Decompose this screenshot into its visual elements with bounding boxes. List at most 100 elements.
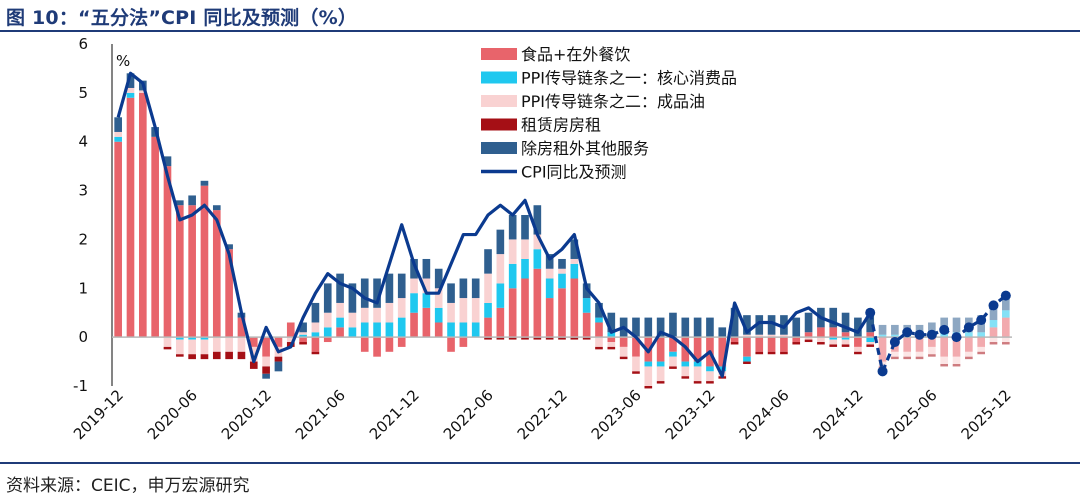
bar-segment xyxy=(397,298,406,318)
bar-segment xyxy=(669,351,677,357)
bar-segment xyxy=(114,117,122,132)
bar-segment xyxy=(595,346,603,350)
bar-segment xyxy=(656,366,665,382)
x-axis-labels: 2019-12 2020-06 2020-12 2021-06 2021-12 2022-… xyxy=(70,386,1015,443)
bar-segment xyxy=(989,320,998,328)
bar-segment xyxy=(447,322,455,338)
bar-segment xyxy=(225,351,233,360)
bar-segment xyxy=(410,258,418,279)
bar-segment xyxy=(595,317,603,323)
bar-segment xyxy=(533,337,542,340)
bar-segment xyxy=(693,337,702,362)
bar-segment xyxy=(397,337,406,347)
cpi-forecast-point xyxy=(914,329,925,340)
bar-segment xyxy=(422,293,431,308)
bar-segment xyxy=(521,278,529,338)
bar-segment xyxy=(200,180,209,186)
x-tick-label: 2020-12 xyxy=(218,386,275,443)
bar-segment xyxy=(656,361,665,367)
bar-segment xyxy=(373,322,381,338)
bar-segment xyxy=(792,342,801,345)
bar-segment xyxy=(274,356,283,362)
bar-segment xyxy=(484,317,492,338)
bar-segment xyxy=(360,337,369,352)
bar-segment xyxy=(151,136,159,338)
bar-segment xyxy=(299,332,307,335)
bar-segment xyxy=(175,200,184,206)
bar-segment xyxy=(989,302,998,321)
x-tick-label: 2023-06 xyxy=(588,386,645,443)
bar-segment xyxy=(582,298,591,313)
bar-segment xyxy=(484,249,492,274)
bar-segment xyxy=(607,342,616,347)
bar-segment xyxy=(706,371,714,382)
cpi-line-actual xyxy=(116,71,872,378)
bar-segment xyxy=(829,307,838,328)
bar-segment xyxy=(139,92,147,338)
bar-segment xyxy=(373,337,381,357)
chart-title: 图 10：“五分法”CPI 同比及预测（%） xyxy=(6,7,358,29)
bar-segment xyxy=(718,327,727,338)
bar-segment xyxy=(989,342,998,345)
bar-segment xyxy=(632,337,640,357)
bar-segment xyxy=(755,334,764,338)
y-axis-layer: -1 0 1 2 3 4 5 6% xyxy=(73,35,130,395)
bar-segment xyxy=(323,312,332,328)
bar-segment xyxy=(188,339,196,355)
bar-segment xyxy=(940,364,949,367)
cpi-forecast-point xyxy=(926,329,937,340)
bar-segment xyxy=(681,317,690,338)
bar-segment xyxy=(397,273,406,299)
bar-segment xyxy=(373,307,381,323)
bar-segment xyxy=(780,334,788,338)
bar-segment xyxy=(348,312,357,328)
bar-segment xyxy=(299,322,307,333)
bar-segment xyxy=(915,337,924,352)
bar-segment xyxy=(558,258,566,269)
bar-segment xyxy=(841,312,850,333)
bar-segment xyxy=(570,258,579,264)
bar-segment xyxy=(558,273,566,289)
bar-segment xyxy=(558,288,566,338)
bar-segment xyxy=(434,268,443,289)
bar-segment xyxy=(928,354,936,357)
cpi-forecast-point xyxy=(939,324,950,335)
bar-segment xyxy=(200,337,209,340)
bar-segment xyxy=(940,337,949,357)
bar-segment xyxy=(804,312,813,333)
bar-segment xyxy=(940,356,949,365)
bar-segment xyxy=(126,87,135,93)
bar-segment xyxy=(595,302,603,318)
bar-segment xyxy=(804,332,813,338)
bar-segment xyxy=(410,293,418,313)
y-tick-label: 5 xyxy=(78,84,88,102)
bar-segment xyxy=(311,351,320,355)
legend-label: 食品+在外餐饮 xyxy=(521,45,630,64)
bar-segment xyxy=(471,322,480,338)
bar-segment xyxy=(545,337,554,340)
bar-segment xyxy=(866,332,875,338)
bar-segment xyxy=(730,337,739,343)
legend: 食品+在外餐饮 PPI传导链条之一：核心消费品 PPI传导链条之二：成品油租赁房房租… xyxy=(481,45,737,182)
bar-segment xyxy=(311,322,320,333)
bar-segment xyxy=(188,195,196,206)
bar-segment xyxy=(755,315,764,335)
bar-segment xyxy=(644,366,653,386)
bar-segment xyxy=(977,346,985,352)
bar-segment xyxy=(693,317,702,338)
bar-segment xyxy=(200,339,209,355)
bar-segment xyxy=(891,334,899,338)
bar-segment xyxy=(866,344,875,347)
bar-segment xyxy=(669,312,677,338)
bar-segment xyxy=(792,317,801,338)
bar-segment xyxy=(397,317,406,338)
bar-segment xyxy=(755,337,764,352)
y-tick-label: 1 xyxy=(78,279,88,297)
y-unit-label: % xyxy=(116,52,130,70)
bar-segment xyxy=(841,339,850,345)
bar-segment xyxy=(866,312,875,333)
bar-segment xyxy=(249,346,258,362)
bar-segment xyxy=(385,302,394,323)
x-tick-label: 2023-12 xyxy=(662,386,719,443)
bar-segment xyxy=(459,337,468,347)
